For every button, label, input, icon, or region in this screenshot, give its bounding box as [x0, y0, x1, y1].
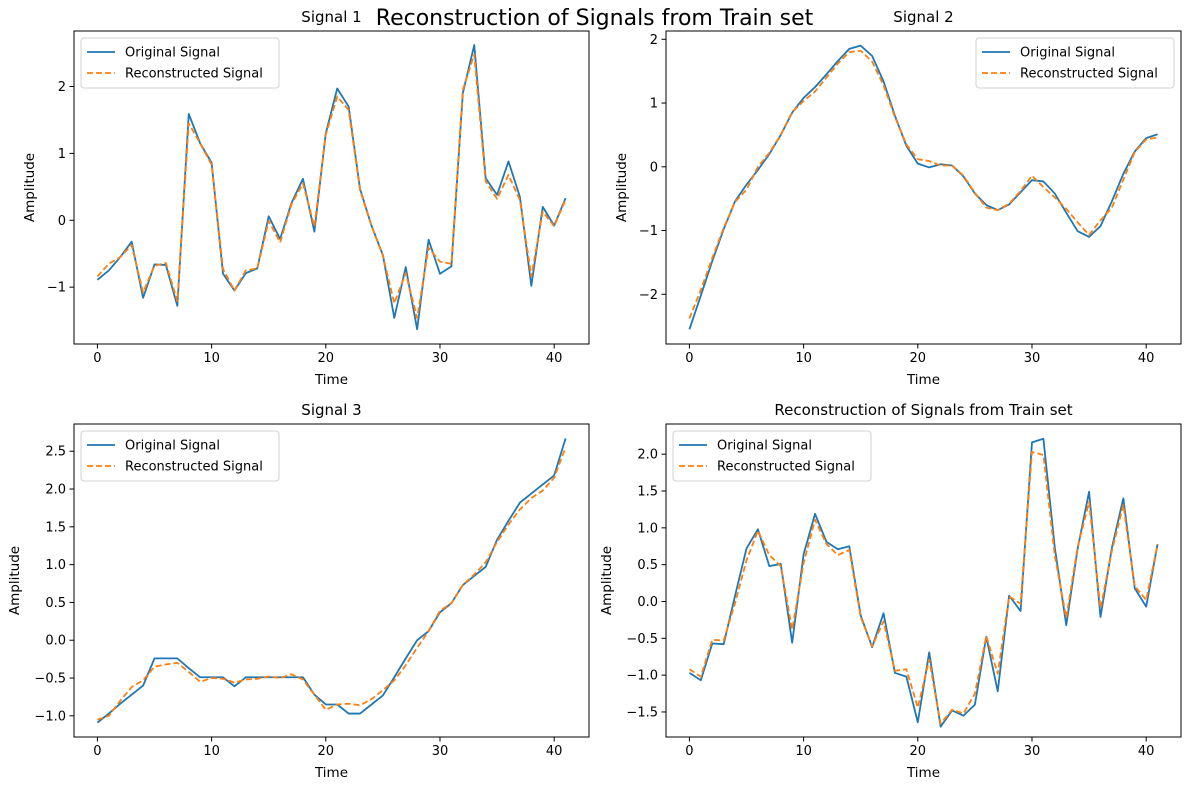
- series-line-reconstructed: [688, 451, 1159, 725]
- y-axis-label: Amplitude: [599, 546, 615, 615]
- x-tick-label: 20: [910, 351, 927, 366]
- y-tick-label: −0.5: [34, 672, 66, 687]
- subplot-title: Signal 2: [893, 8, 953, 26]
- y-tick-label: 0.5: [45, 596, 66, 611]
- x-tick-label: 40: [1138, 351, 1155, 366]
- y-tick-label: −1: [47, 281, 66, 296]
- x-axis-label: Time: [906, 372, 940, 388]
- axes-frame: [665, 30, 1182, 345]
- subplot-title: Signal 3: [301, 401, 361, 419]
- y-tick-label: 0.5: [637, 558, 658, 573]
- legend-box: [80, 430, 280, 482]
- x-tick-label: 10: [203, 351, 220, 366]
- y-tick-label: 0: [650, 160, 658, 175]
- x-tick-label: 10: [795, 351, 812, 366]
- series-line-reconstructed: [96, 53, 567, 319]
- subplot-title: Reconstruction of Signals from Train set: [774, 401, 1072, 419]
- y-tick-label: −1.5: [626, 705, 658, 720]
- series-line-original: [688, 44, 1158, 330]
- y-tick-label: 1.0: [637, 521, 658, 536]
- legend-label: Reconstructed Signal: [125, 67, 263, 82]
- series-line-reconstructed: [97, 447, 567, 721]
- axes-frame: [73, 30, 590, 345]
- legend: Original Signal Reconstructed Signal: [80, 430, 280, 482]
- y-tick-label: 0.0: [45, 634, 66, 649]
- x-axis-label: Time: [314, 372, 348, 388]
- y-tick-label: 1: [58, 147, 66, 162]
- y-tick-label: 1.5: [45, 520, 66, 535]
- x-tick-label: 30: [432, 351, 449, 366]
- legend-box: [672, 430, 872, 482]
- subplot-title: Signal 1: [301, 8, 361, 26]
- y-tick-label: 2.0: [45, 483, 66, 498]
- y-tick-label: −1.0: [34, 709, 66, 724]
- y-tick-label: 1.5: [637, 485, 658, 500]
- x-tick-label: 10: [203, 744, 220, 759]
- x-tick-label: 0: [685, 744, 693, 759]
- x-tick-label: 10: [795, 744, 812, 759]
- x-tick-label: 40: [546, 744, 563, 759]
- series-line-original: [96, 44, 567, 331]
- axes-frame: [665, 423, 1182, 738]
- axes-frame: [73, 423, 590, 738]
- legend-box: [80, 37, 280, 89]
- x-tick-label: 40: [1138, 744, 1155, 759]
- legend-label: Reconstructed Signal: [1020, 67, 1158, 82]
- x-tick-label: 30: [432, 744, 449, 759]
- x-tick-label: 20: [318, 744, 335, 759]
- y-tick-label: −1: [639, 224, 658, 239]
- y-tick-label: 0: [58, 214, 66, 229]
- series-line-original: [96, 438, 567, 724]
- legend-label: Reconstructed Signal: [717, 460, 855, 475]
- y-axis-label: Amplitude: [22, 153, 38, 222]
- x-tick-label: 0: [93, 744, 101, 759]
- x-tick-label: 20: [910, 744, 927, 759]
- y-axis-label: Amplitude: [7, 546, 23, 615]
- subplot-4: 0 10 20 30 40 −1.5 −1.0 −0.5 0.0 0.5 1.0 1.5 2.0 Reco…: [599, 401, 1182, 781]
- y-tick-label: −2: [639, 288, 658, 303]
- legend-label: Original Signal: [717, 439, 812, 454]
- y-tick-label: 1: [650, 97, 658, 112]
- legend-label: Reconstructed Signal: [125, 460, 263, 475]
- y-axis-label: Amplitude: [614, 153, 630, 222]
- legend-label: Original Signal: [1020, 46, 1115, 61]
- x-tick-label: 0: [93, 351, 101, 366]
- subplot-3: 0 10 20 30 40 −1.0 −0.5 0.0 0.5 1.0 1.5 2.0 2.5 Signa…: [7, 401, 590, 781]
- y-tick-label: −1.0: [626, 669, 658, 684]
- x-tick-label: 30: [1024, 351, 1041, 366]
- legend: Original Signal Reconstructed Signal: [80, 37, 280, 89]
- legend: Original Signal Reconstructed Signal: [672, 430, 872, 482]
- x-axis-label: Time: [906, 765, 940, 781]
- y-tick-label: 2: [58, 80, 66, 95]
- y-tick-label: 2: [650, 33, 658, 48]
- legend-label: Original Signal: [125, 439, 220, 454]
- x-tick-label: 0: [685, 351, 693, 366]
- x-tick-label: 40: [546, 351, 563, 366]
- y-tick-label: 0.0: [637, 595, 658, 610]
- legend: Original Signal Reconstructed Signal: [975, 37, 1175, 89]
- y-tick-label: 1.0: [45, 558, 66, 573]
- legend-box: [975, 37, 1175, 89]
- x-tick-label: 30: [1024, 744, 1041, 759]
- series-line-reconstructed: [688, 49, 1158, 319]
- subplot-2: 0 10 20 30 40 −2 −1 0 1 2 Signal 2 Time Amplitude Ori…: [614, 8, 1182, 388]
- y-tick-label: 2.5: [45, 445, 66, 460]
- y-tick-label: 2.0: [637, 448, 658, 463]
- x-tick-label: 20: [318, 351, 335, 366]
- legend-label: Original Signal: [125, 46, 220, 61]
- y-tick-label: −0.5: [626, 632, 658, 647]
- subplot-1: 0 10 20 30 40 −1 0 1 2 Signal 1 Time Amplitude Origi…: [22, 8, 590, 388]
- x-axis-label: Time: [314, 765, 348, 781]
